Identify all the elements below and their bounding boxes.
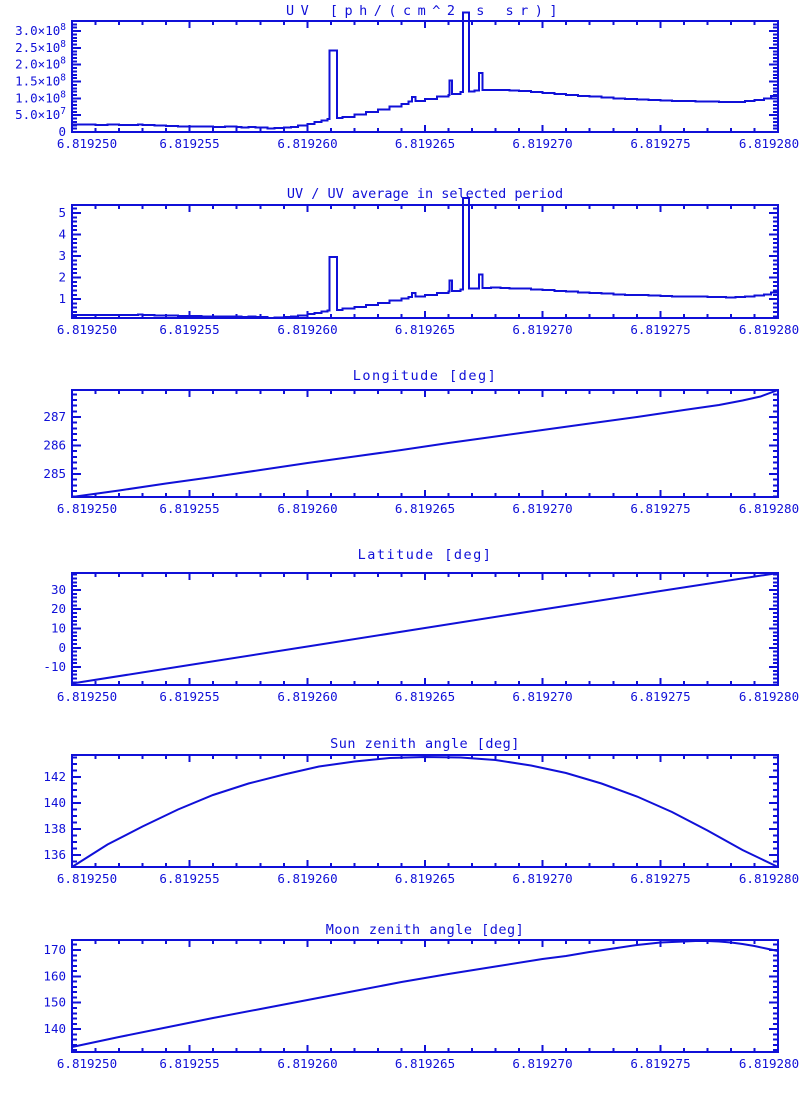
chart-panel-uv-ratio: 1 2 3 4 5 6.819250 6.819255 6.819260 6.819265 6.8… xyxy=(57,186,799,337)
y-tick-label: 3 xyxy=(58,248,66,263)
y-tick-label: 285 xyxy=(43,466,66,481)
data-line-moon-zenith xyxy=(71,940,779,1048)
x-tick-label: 6.819255 xyxy=(159,322,219,337)
x-tick-label: 6.819250 xyxy=(57,1056,117,1071)
chart-title: UV / UV average in selected period xyxy=(287,186,563,202)
axis-ticks xyxy=(71,205,779,318)
plot-frame xyxy=(71,939,779,1053)
chart-title: Longitude [deg] xyxy=(353,368,497,384)
x-tick-label: 6.819275 xyxy=(630,1056,690,1071)
x-tick-label: 6.819265 xyxy=(395,136,455,151)
plot-frame xyxy=(71,389,779,498)
y-tick-label: 30 xyxy=(51,582,66,597)
x-tick-label: 6.819250 xyxy=(57,322,117,337)
x-tick-label: 6.819260 xyxy=(277,501,337,516)
chart-panel-moon-zenith: 140 150 160 170 6.819250 6.819255 6.819260 6.81… xyxy=(43,922,799,1071)
chart-title: Moon zenith angle [deg] xyxy=(326,922,524,938)
axis-ticks xyxy=(71,20,779,133)
y-tick-label: 20 xyxy=(51,601,66,616)
x-tick-label: 6.819260 xyxy=(277,322,337,337)
data-line-longitude xyxy=(71,389,779,498)
x-tick-label: 6.819265 xyxy=(395,1056,455,1071)
chart-panel-sun-zenith: 136 138 140 142 6.819250 6.819255 6.819260 6.81… xyxy=(43,736,799,886)
x-tick-label: 6.819265 xyxy=(395,501,455,516)
y-tick-label: -10 xyxy=(43,659,66,674)
x-tick-label: 6.819280 xyxy=(739,136,799,151)
x-tick-label: 6.819270 xyxy=(512,1056,572,1071)
x-tick-label: 6.819260 xyxy=(277,689,337,704)
data-line-uv-ratio xyxy=(72,197,779,319)
y-tick-label: 140 xyxy=(43,1021,66,1036)
x-tick-label: 6.819250 xyxy=(57,136,117,151)
x-tick-label: 6.819255 xyxy=(159,1056,219,1071)
y-tick-label: 286 xyxy=(43,438,66,453)
x-tick-label: 6.819250 xyxy=(57,871,117,886)
x-tick-label: 6.819280 xyxy=(739,322,799,337)
chart-title: Sun zenith angle [deg] xyxy=(330,736,520,752)
x-tick-label: 6.819275 xyxy=(630,501,690,516)
x-tick-label: 6.819280 xyxy=(739,1056,799,1071)
plot-frame xyxy=(71,572,779,686)
x-tick-label: 6.819275 xyxy=(630,871,690,886)
chart-panel-uv: 0 5.0×1071.0×1081.5×1082.0×1082.5×1083.0×… xyxy=(15,3,799,151)
x-tick-label: 6.819270 xyxy=(512,322,572,337)
y-tick-label: 2.5×108 xyxy=(15,39,66,55)
data-line-latitude xyxy=(71,572,779,685)
y-tick-label: 5.0×107 xyxy=(15,106,66,122)
y-tick-label: 2 xyxy=(58,270,66,285)
y-tick-label: 138 xyxy=(43,821,66,836)
x-tick-label: 6.819275 xyxy=(630,322,690,337)
y-tick-label: 3.0×108 xyxy=(15,22,66,38)
y-tick-label: 160 xyxy=(43,969,66,984)
chart-title: Latitude [deg] xyxy=(358,547,493,563)
y-tick-label: 1.5×108 xyxy=(15,73,66,89)
x-tick-label: 6.819255 xyxy=(159,871,219,886)
axis-ticks xyxy=(71,940,779,1052)
x-tick-label: 6.819265 xyxy=(395,689,455,704)
x-tick-label: 6.819260 xyxy=(277,136,337,151)
x-tick-label: 6.819255 xyxy=(159,689,219,704)
y-tick-label: 0 xyxy=(58,124,66,139)
x-tick-label: 6.819250 xyxy=(57,501,117,516)
y-tick-label: 142 xyxy=(43,769,66,784)
x-tick-label: 6.819280 xyxy=(739,689,799,704)
y-tick-label: 4 xyxy=(58,227,66,242)
y-tick-label: 150 xyxy=(43,995,66,1010)
x-tick-label: 6.819275 xyxy=(630,136,690,151)
data-line-sun-zenith xyxy=(71,755,779,868)
y-tick-label: 2.0×108 xyxy=(15,56,66,72)
x-tick-label: 6.819260 xyxy=(277,871,337,886)
x-tick-label: 6.819265 xyxy=(395,322,455,337)
x-tick-label: 6.819270 xyxy=(512,501,572,516)
y-tick-label: 170 xyxy=(43,942,66,957)
y-tick-label: 10 xyxy=(51,621,66,636)
y-tick-label: 1 xyxy=(58,291,66,306)
x-tick-label: 6.819280 xyxy=(739,501,799,516)
x-tick-label: 6.819270 xyxy=(512,689,572,704)
chart-panel-latitude: -10 0 10 20 30 6.819250 6.819255 6.819260 6.8192… xyxy=(43,547,799,704)
x-tick-label: 6.819265 xyxy=(395,871,455,886)
x-tick-label: 6.819270 xyxy=(512,871,572,886)
x-tick-label: 6.819255 xyxy=(159,501,219,516)
plot-frame xyxy=(71,20,779,133)
data-line-uv xyxy=(72,11,779,130)
y-tick-label: 1.0×108 xyxy=(15,90,66,106)
x-tick-label: 6.819250 xyxy=(57,689,117,704)
plot-frame xyxy=(71,754,779,868)
y-tick-label: 136 xyxy=(43,847,66,862)
x-tick-label: 6.819255 xyxy=(159,136,219,151)
y-tick-label: 287 xyxy=(43,409,66,424)
x-tick-label: 6.819270 xyxy=(512,136,572,151)
chart-panel-longitude: 285 286 287 6.819250 6.819255 6.819260 6.81926… xyxy=(43,368,799,516)
x-tick-label: 6.819280 xyxy=(739,871,799,886)
chart-title: UV [ph/(cm^2 s sr)] xyxy=(286,3,564,19)
y-tick-label: 5 xyxy=(58,205,66,220)
x-tick-label: 6.819275 xyxy=(630,689,690,704)
y-tick-label: 140 xyxy=(43,795,66,810)
plot-frame xyxy=(71,204,779,319)
y-tick-label: 0 xyxy=(58,640,66,655)
x-tick-label: 6.819260 xyxy=(277,1056,337,1071)
